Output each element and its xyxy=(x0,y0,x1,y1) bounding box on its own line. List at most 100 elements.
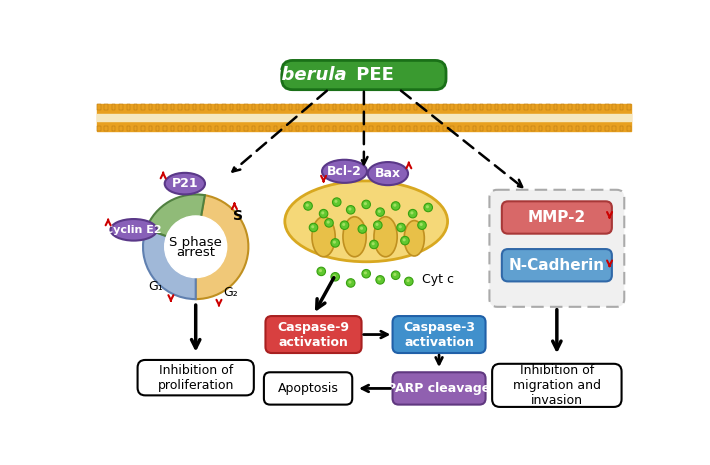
Bar xyxy=(340,126,344,131)
Bar xyxy=(104,104,108,110)
Text: Apoptosis: Apoptosis xyxy=(278,382,339,395)
Bar xyxy=(598,126,601,131)
Bar xyxy=(532,126,535,131)
Bar xyxy=(509,104,513,110)
Ellipse shape xyxy=(322,160,367,183)
Bar xyxy=(495,126,498,131)
Bar xyxy=(583,104,586,110)
Bar xyxy=(546,126,550,131)
Circle shape xyxy=(376,208,384,216)
Circle shape xyxy=(320,209,328,218)
Circle shape xyxy=(378,210,381,213)
Bar xyxy=(591,104,594,110)
Circle shape xyxy=(346,279,355,287)
Text: PARP cleavage: PARP cleavage xyxy=(388,382,491,395)
Bar xyxy=(517,104,520,110)
Bar xyxy=(369,126,373,131)
Bar xyxy=(296,104,300,110)
Bar xyxy=(340,104,344,110)
Text: G₂: G₂ xyxy=(223,286,238,299)
Circle shape xyxy=(424,203,432,212)
Bar xyxy=(134,104,137,110)
Bar xyxy=(450,104,454,110)
Circle shape xyxy=(333,274,336,278)
Text: Bax: Bax xyxy=(375,167,401,180)
Circle shape xyxy=(376,223,378,226)
Ellipse shape xyxy=(165,173,205,194)
Bar xyxy=(274,126,278,131)
Bar xyxy=(568,104,572,110)
Bar xyxy=(443,104,447,110)
Ellipse shape xyxy=(404,220,425,256)
Text: MMP-2: MMP-2 xyxy=(528,210,586,225)
Bar xyxy=(310,104,314,110)
Bar xyxy=(178,126,182,131)
Ellipse shape xyxy=(368,162,408,185)
Text: arrest: arrest xyxy=(176,246,215,259)
Circle shape xyxy=(362,200,371,209)
FancyBboxPatch shape xyxy=(502,201,612,234)
Bar xyxy=(406,126,410,131)
Bar xyxy=(480,104,484,110)
Bar xyxy=(325,126,329,131)
Bar xyxy=(126,104,130,110)
Circle shape xyxy=(376,276,384,284)
Bar xyxy=(532,104,535,110)
Bar xyxy=(539,104,542,110)
Bar xyxy=(141,104,145,110)
Bar xyxy=(473,126,476,131)
Circle shape xyxy=(319,269,322,272)
Bar xyxy=(318,104,322,110)
Bar xyxy=(487,104,491,110)
Bar xyxy=(377,126,381,131)
Text: Cyt c: Cyt c xyxy=(422,273,454,286)
Bar xyxy=(487,126,491,131)
Bar xyxy=(259,104,263,110)
Circle shape xyxy=(426,205,429,208)
Circle shape xyxy=(378,278,381,281)
Bar xyxy=(546,104,550,110)
Bar xyxy=(428,104,432,110)
Bar xyxy=(141,126,145,131)
Bar xyxy=(288,104,292,110)
Bar xyxy=(274,104,278,110)
Bar xyxy=(362,104,366,110)
Text: S phase: S phase xyxy=(169,236,222,249)
Bar xyxy=(421,126,425,131)
Bar xyxy=(185,104,189,110)
Bar xyxy=(244,104,248,110)
Bar xyxy=(458,104,462,110)
Wedge shape xyxy=(196,195,248,299)
Bar xyxy=(266,126,270,131)
Bar xyxy=(259,126,263,131)
Bar xyxy=(288,126,292,131)
Circle shape xyxy=(405,277,413,286)
Text: Caspase-3
activation: Caspase-3 activation xyxy=(403,320,475,349)
Bar xyxy=(480,126,484,131)
Bar xyxy=(104,126,108,131)
Bar xyxy=(598,104,601,110)
Circle shape xyxy=(331,239,339,247)
Circle shape xyxy=(393,204,396,207)
Bar xyxy=(170,126,174,131)
Text: Cyclin E2: Cyclin E2 xyxy=(105,225,162,235)
Circle shape xyxy=(358,225,366,233)
Bar xyxy=(111,126,115,131)
Bar xyxy=(310,126,314,131)
Circle shape xyxy=(364,272,367,274)
Text: S: S xyxy=(233,209,243,223)
Bar xyxy=(369,104,373,110)
Circle shape xyxy=(371,242,375,245)
Text: Inhibition of
migration and
invasion: Inhibition of migration and invasion xyxy=(513,364,601,407)
Circle shape xyxy=(403,238,405,241)
Bar xyxy=(554,126,557,131)
Circle shape xyxy=(370,240,378,249)
Circle shape xyxy=(311,225,315,228)
Bar xyxy=(421,104,425,110)
Bar xyxy=(561,126,564,131)
Bar xyxy=(97,126,101,131)
Bar xyxy=(524,104,528,110)
Bar xyxy=(392,126,395,131)
Bar xyxy=(436,104,439,110)
Bar xyxy=(178,104,182,110)
